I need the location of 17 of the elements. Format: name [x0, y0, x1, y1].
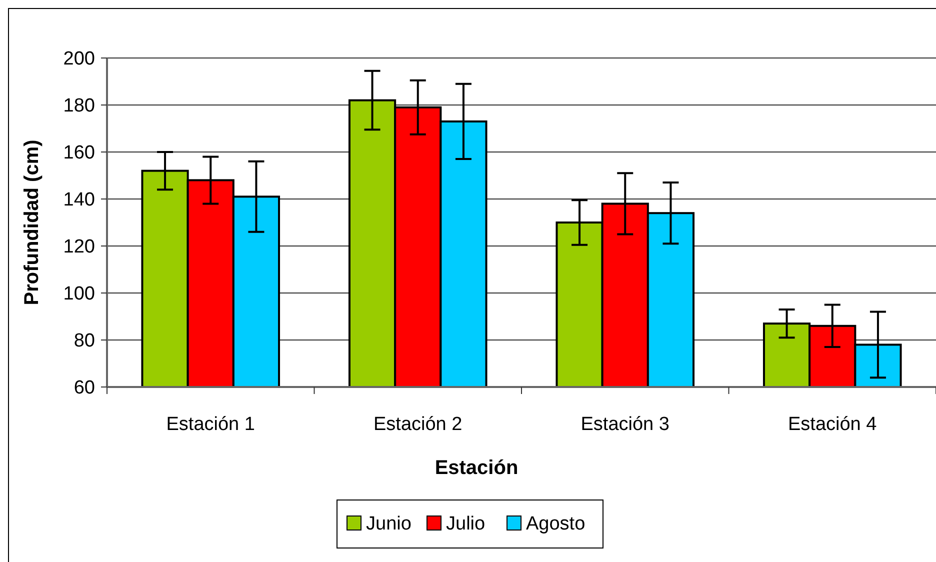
y-tick-label: 80: [74, 330, 95, 352]
y-tick-label: 100: [63, 284, 95, 305]
x-tick-label: Estación 3: [580, 414, 670, 435]
legend-label: Agosto: [526, 514, 586, 535]
y-tick-label: 120: [63, 236, 95, 258]
x-tick-label: Estación 4: [788, 414, 878, 435]
y-tick-label: 60: [74, 378, 95, 399]
x-tick-label: Estación 2: [374, 414, 462, 435]
legend-label: Junio: [366, 514, 412, 535]
y-tick-label: 160: [63, 142, 95, 164]
y-tick-label: 180: [63, 96, 95, 117]
legend-label: Julio: [446, 514, 486, 535]
x-tick-label: Estación 1: [166, 414, 255, 435]
y-axis-title: Profundidad (cm): [21, 140, 43, 306]
y-tick-label: 140: [63, 190, 95, 211]
x-axis-title: Estación: [434, 457, 518, 479]
y-tick-label: 200: [63, 48, 95, 70]
